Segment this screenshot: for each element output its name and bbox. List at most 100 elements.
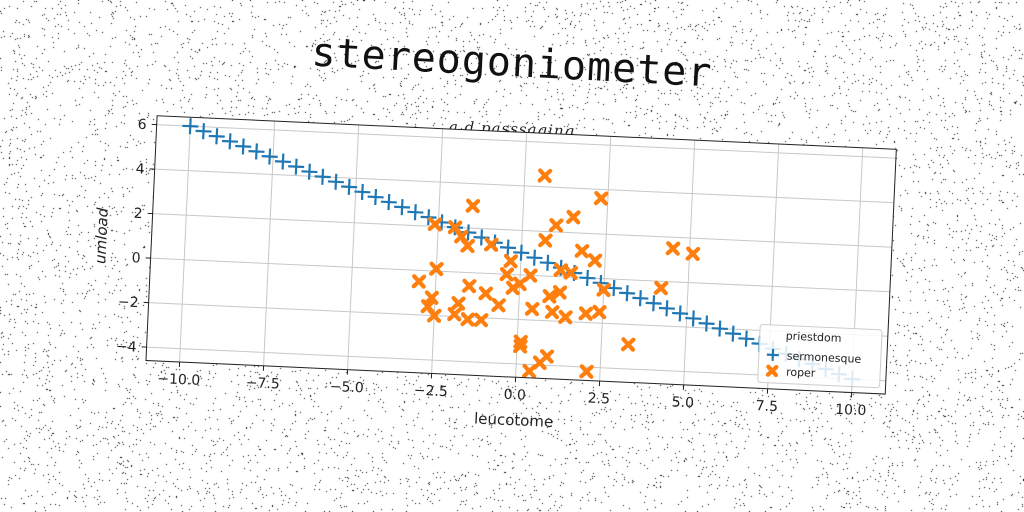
data-point	[619, 285, 636, 302]
x-axis-ticks: −10.0 −7.5 −5.0 −2.5 0.0 2.5 5.0 7.5 10.0	[157, 361, 867, 419]
legend-marker-plus	[766, 348, 779, 361]
x-tick-label: −5.0	[329, 379, 364, 397]
legend-marker-x	[765, 364, 779, 378]
data-point	[473, 312, 489, 328]
y-tick-label: −4	[116, 339, 137, 356]
data-point	[503, 253, 519, 269]
grid-line-x	[431, 128, 444, 374]
data-point	[544, 304, 560, 320]
grid-line-y	[152, 213, 892, 248]
data-point	[632, 290, 649, 307]
data-point	[182, 118, 199, 135]
y-axis-label: umload	[91, 207, 112, 264]
data-point	[411, 274, 427, 289]
x-tick-label: 10.0	[835, 402, 867, 419]
data-point	[499, 239, 517, 256]
data-point	[620, 337, 636, 352]
data-point	[537, 168, 553, 184]
data-point	[261, 148, 278, 165]
y-tick-label: 4	[135, 161, 145, 177]
data-point	[499, 266, 515, 282]
data-point	[195, 123, 212, 140]
data-point	[394, 199, 411, 216]
data-point	[579, 269, 596, 287]
data-point	[327, 173, 344, 190]
data-point	[274, 153, 291, 170]
grid-line-x	[263, 121, 276, 366]
x-tick-label: 0.0	[503, 387, 526, 404]
data-point	[208, 128, 225, 145]
y-tick-label: −2	[118, 294, 139, 311]
y-tick-label: 6	[137, 117, 147, 133]
data-point	[491, 297, 506, 313]
data-point	[548, 217, 564, 233]
data-point	[552, 284, 568, 300]
data-point	[526, 249, 543, 266]
data-point	[579, 364, 594, 379]
data-point	[427, 216, 443, 232]
data-point	[592, 304, 607, 320]
data-point	[314, 168, 331, 185]
legend-label-sermonesque: sermonesque	[787, 350, 862, 366]
data-point	[288, 158, 305, 175]
data-point	[460, 238, 476, 254]
legend-box	[757, 323, 883, 389]
grid-line-y	[154, 168, 894, 204]
x-tick-label: 7.5	[755, 398, 778, 415]
data-point	[645, 295, 662, 312]
data-point	[407, 204, 424, 221]
data-point	[221, 133, 239, 150]
data-point	[513, 338, 528, 354]
data-point	[461, 278, 477, 294]
data-point	[538, 233, 553, 248]
data-point	[672, 305, 689, 322]
data-point	[685, 246, 701, 262]
data-point	[587, 253, 603, 268]
data-point	[711, 320, 728, 337]
x-tick-label: 5.0	[671, 394, 694, 411]
data-point	[478, 286, 494, 301]
grid-line-y	[150, 257, 890, 293]
data-point	[505, 280, 521, 296]
data-point	[596, 282, 612, 298]
data-point	[522, 363, 537, 379]
data-point	[578, 306, 594, 321]
x-tick-label: −2.5	[413, 383, 448, 401]
data-point	[451, 295, 466, 311]
data-point	[447, 306, 462, 322]
data-point	[460, 312, 476, 327]
legend-marker-roper	[765, 364, 779, 378]
data-point	[367, 188, 384, 206]
y-tick-label: 2	[133, 206, 143, 222]
data-point	[483, 237, 499, 252]
data-point	[539, 254, 556, 271]
grid-line-x	[347, 124, 360, 370]
data-point	[563, 265, 579, 281]
grid-line-y	[156, 124, 896, 159]
x-axis-label: leucotome	[474, 409, 554, 431]
legend-marker-sermonesque	[766, 348, 779, 361]
data-point	[465, 198, 481, 214]
data-point	[524, 301, 540, 317]
data-point	[574, 243, 590, 259]
grid-line-x	[683, 140, 696, 385]
data-point	[380, 194, 397, 211]
data-point	[542, 288, 557, 304]
data-point	[420, 299, 436, 314]
data-point	[698, 315, 715, 332]
data-point	[354, 183, 371, 200]
data-point	[248, 143, 265, 160]
data-point	[235, 138, 252, 155]
data-point	[593, 191, 609, 206]
data-point	[558, 309, 573, 325]
data-point	[566, 209, 581, 225]
x-tick-label: −10.0	[157, 371, 201, 389]
data-point	[653, 280, 669, 296]
data-point	[301, 163, 318, 180]
data-point	[420, 209, 437, 226]
x-tick-label: 2.5	[587, 391, 610, 408]
data-point	[665, 241, 681, 256]
grid-line-x	[599, 136, 612, 382]
data-point	[738, 330, 755, 347]
